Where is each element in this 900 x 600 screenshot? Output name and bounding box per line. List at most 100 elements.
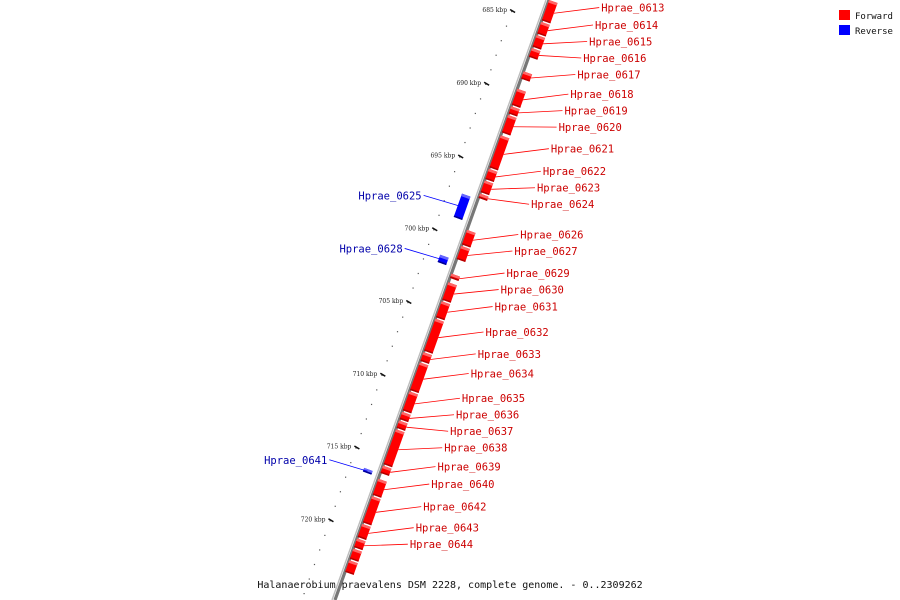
gene-cap: [356, 538, 366, 544]
gene-label[interactable]: Hprae_0632: [486, 327, 549, 339]
leader-line: [404, 248, 443, 261]
gene-label[interactable]: Hprae_0613: [601, 3, 664, 15]
forward-gene-Hprae_0614[interactable]: [537, 21, 550, 37]
forward-gene-Hprae_0624[interactable]: [478, 193, 489, 201]
forward-gene-Hprae_0631[interactable]: [435, 301, 451, 321]
gene-label[interactable]: Hprae_0633: [478, 349, 541, 361]
gene-cap: [540, 21, 550, 28]
gene-cap: [460, 245, 470, 252]
forward-gene-Hprae_0642[interactable]: [362, 496, 381, 526]
leader-line: [503, 148, 549, 155]
gene-label[interactable]: Hprae_0617: [577, 70, 640, 82]
forward-gene-Hprae_0633[interactable]: [420, 352, 433, 364]
gene-label[interactable]: Hprae_0621: [551, 144, 614, 156]
leader-line: [459, 272, 505, 280]
forward-gene-Hprae_0617[interactable]: [521, 71, 533, 82]
gene-label[interactable]: Hprae_0641: [264, 455, 327, 467]
gene-label[interactable]: Hprae_0637: [450, 426, 513, 438]
forward-gene-Hprae_0638[interactable]: [383, 429, 405, 468]
gene-cap: [408, 391, 418, 397]
gene-shadow: [537, 32, 547, 37]
gene-label[interactable]: Hprae_0626: [520, 230, 583, 242]
gene-shadow: [541, 18, 551, 24]
forward-gene-Hprae_0621[interactable]: [489, 135, 510, 171]
tick-layer: 685 kbp 690 kbp 695 kbp 700 kbp 705 kbp 710 k…: [301, 7, 516, 595]
legend-label-reverse: Reverse: [855, 27, 893, 37]
gene-shadow: [402, 408, 412, 414]
minor-tick: [479, 98, 482, 100]
gene-label[interactable]: Hprae_0638: [444, 443, 507, 455]
gene-label[interactable]: Hprae_0627: [514, 246, 577, 258]
gene-label[interactable]: Hprae_0644: [410, 539, 473, 551]
reverse-gene-Hprae_0641[interactable]: [362, 467, 373, 475]
forward-gene-Hprae_0639[interactable]: [380, 465, 392, 476]
gene-label[interactable]: Hprae_0623: [537, 183, 600, 195]
forward-gene-Hprae_0636[interactable]: [399, 411, 411, 423]
gene-label[interactable]: Hprae_0618: [570, 89, 633, 101]
gene-label[interactable]: Hprae_0629: [507, 268, 570, 280]
tick-label: 705 kbp: [379, 298, 404, 305]
gene-label[interactable]: Hprae_0625: [358, 190, 421, 202]
gene-body: [362, 496, 381, 526]
gene-label[interactable]: Hprae_0614: [595, 20, 658, 32]
forward-gene-Hprae_0643[interactable]: [357, 523, 371, 540]
forward-gene-Hprae_0615[interactable]: [532, 34, 546, 50]
major-tick: [353, 445, 360, 450]
legend: Forward Reverse: [839, 10, 893, 37]
forward-gene-Hprae_0630[interactable]: [442, 282, 457, 303]
gene-label[interactable]: Hprae_0639: [438, 462, 501, 474]
gene-shadow: [508, 112, 518, 117]
gene-label[interactable]: Hprae_0615: [589, 37, 652, 49]
gene-cap: [361, 523, 371, 530]
leader-line: [414, 397, 460, 405]
reverse-gene-Hprae_0625[interactable]: [453, 193, 471, 220]
gene-label[interactable]: Hprae_0634: [471, 368, 534, 380]
leader-line: [390, 466, 436, 473]
forward-gene-unlabeled[interactable]: [349, 548, 362, 562]
gene-label[interactable]: Hprae_0643: [416, 523, 479, 535]
forward-gene-Hprae_0626[interactable]: [461, 229, 476, 248]
minor-tick: [448, 185, 451, 187]
forward-gene-Hprae_0629[interactable]: [449, 273, 461, 281]
forward-gene-Hprae_0634[interactable]: [410, 362, 429, 393]
forward-gene-Hprae_0616[interactable]: [528, 48, 541, 60]
forward-gene-Hprae_0632[interactable]: [424, 318, 444, 354]
gene-label[interactable]: Hprae_0636: [456, 410, 519, 422]
forward-gene-Hprae_0620[interactable]: [501, 114, 517, 136]
forward-gene-Hprae_0627[interactable]: [456, 245, 470, 263]
gene-shadow: [362, 520, 372, 526]
gene-cap: [419, 362, 429, 368]
gene-label[interactable]: Hprae_0635: [462, 393, 525, 405]
tick-label: 720 kbp: [301, 516, 326, 523]
gene-label[interactable]: Hprae_0620: [559, 122, 622, 134]
reverse-gene-Hprae_0628[interactable]: [437, 254, 449, 266]
gene-label[interactable]: Hprae_0628: [339, 243, 402, 255]
forward-gene-Hprae_0635[interactable]: [402, 391, 418, 414]
gene-body: [501, 114, 517, 136]
forward-gene-Hprae_0622[interactable]: [485, 168, 498, 183]
leader-line: [329, 459, 368, 472]
gene-label[interactable]: Hprae_0619: [564, 106, 627, 118]
forward-gene-Hprae_0637[interactable]: [396, 420, 408, 431]
tick-label: 695 kbp: [430, 153, 455, 160]
forward-gene-unlabeled[interactable]: [345, 560, 358, 575]
leader-line: [430, 353, 476, 360]
gene-label[interactable]: Hprae_0640: [431, 479, 494, 491]
gene-label[interactable]: Hprae_0642: [423, 502, 486, 514]
forward-gene-Hprae_0644[interactable]: [353, 538, 366, 551]
gene-shadow: [449, 276, 459, 281]
gene-shadow: [424, 349, 434, 354]
forward-gene-Hprae_0623[interactable]: [480, 180, 494, 196]
gene-label[interactable]: Hprae_0631: [495, 302, 558, 314]
gene-label[interactable]: Hprae_0630: [501, 285, 564, 297]
gene-label[interactable]: Hprae_0624: [531, 199, 594, 211]
forward-gene-Hprae_0613[interactable]: [541, 0, 558, 24]
gene-cap: [401, 411, 411, 418]
gene-label[interactable]: Hprae_0616: [583, 53, 646, 65]
gene-cap: [479, 193, 489, 200]
forward-gene-Hprae_0640[interactable]: [372, 478, 387, 498]
forward-gene-Hprae_0618[interactable]: [511, 88, 526, 108]
gene-label[interactable]: Hprae_0622: [543, 166, 606, 178]
forward-gene-Hprae_0619[interactable]: [508, 106, 520, 117]
